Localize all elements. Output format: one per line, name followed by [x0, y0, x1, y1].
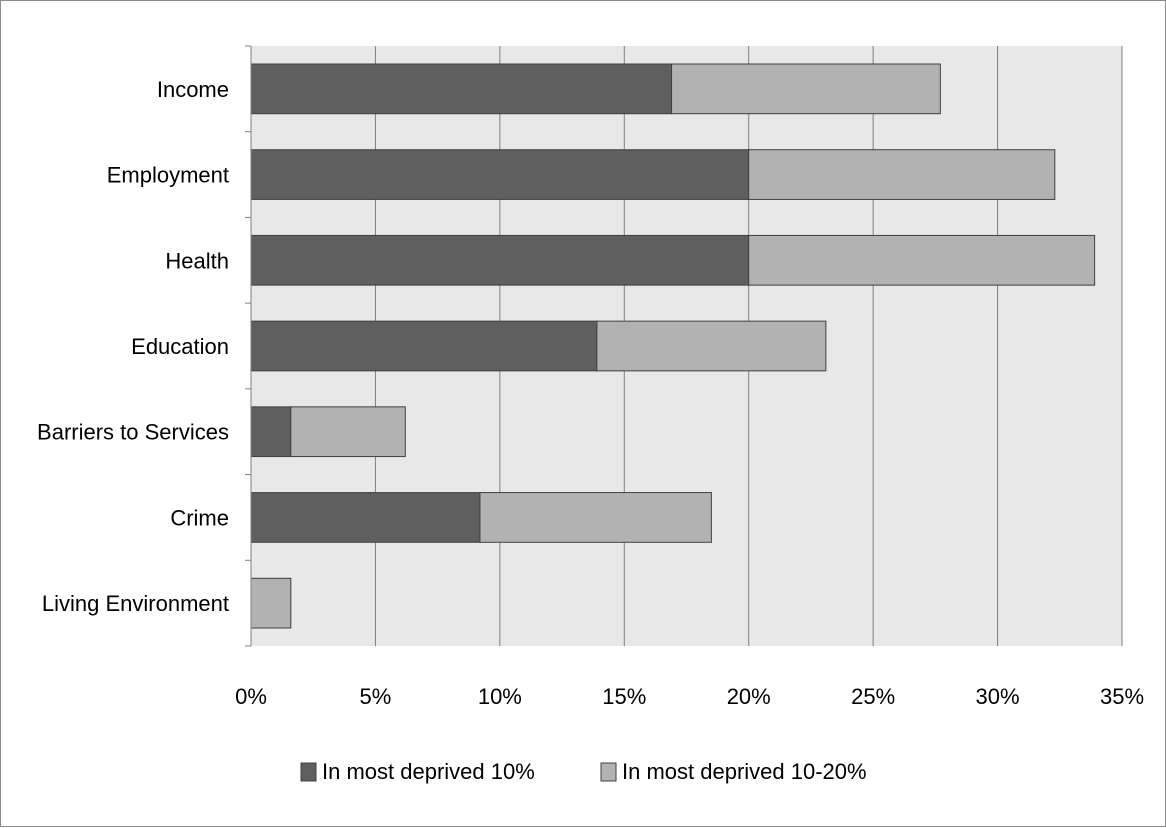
bar-segment	[250, 320, 598, 372]
bar-segment	[250, 63, 673, 115]
bar-segment	[671, 63, 941, 115]
category-label: Employment	[107, 163, 229, 188]
x-tick-label: 35%	[1100, 684, 1144, 709]
bar-segment	[250, 234, 750, 286]
x-tick-label: 0%	[235, 684, 267, 709]
bar-segment	[748, 234, 1096, 286]
x-tick-label: 10%	[478, 684, 522, 709]
category-label: Education	[131, 334, 229, 359]
x-tick-label: 30%	[976, 684, 1020, 709]
legend: In most deprived 10% In most deprived 10-…	[300, 759, 867, 784]
bar-segment	[250, 492, 481, 543]
x-tick-label: 20%	[727, 684, 771, 709]
bar-segment	[250, 577, 292, 629]
category-label: Barriers to Services	[37, 420, 229, 445]
legend-label: In most deprived 10%	[322, 759, 535, 784]
bar-segment	[596, 320, 827, 372]
category-label: Crime	[170, 505, 229, 530]
x-tick-label: 5%	[360, 684, 392, 709]
category-labels: Income Employment Health Education Barriers …	[37, 77, 229, 616]
legend-swatch	[600, 762, 617, 782]
x-tick-label: 25%	[851, 684, 895, 709]
bar-segment	[250, 149, 750, 200]
category-label: Health	[165, 248, 229, 273]
legend-label: In most deprived 10-20%	[622, 759, 867, 784]
bar-segment	[748, 149, 1056, 200]
axes	[245, 45, 252, 647]
bar-segment	[479, 492, 712, 543]
legend-swatch	[300, 762, 317, 782]
category-label: Living Environment	[42, 591, 229, 616]
category-label: Income	[157, 77, 229, 102]
bar-segment	[250, 406, 292, 458]
x-tick-label: 15%	[602, 684, 646, 709]
bar-segment	[290, 406, 406, 458]
x-tick-labels: 0% 5% 10% 15% 20% 25% 30% 35%	[235, 684, 1144, 709]
bars	[250, 63, 1096, 629]
